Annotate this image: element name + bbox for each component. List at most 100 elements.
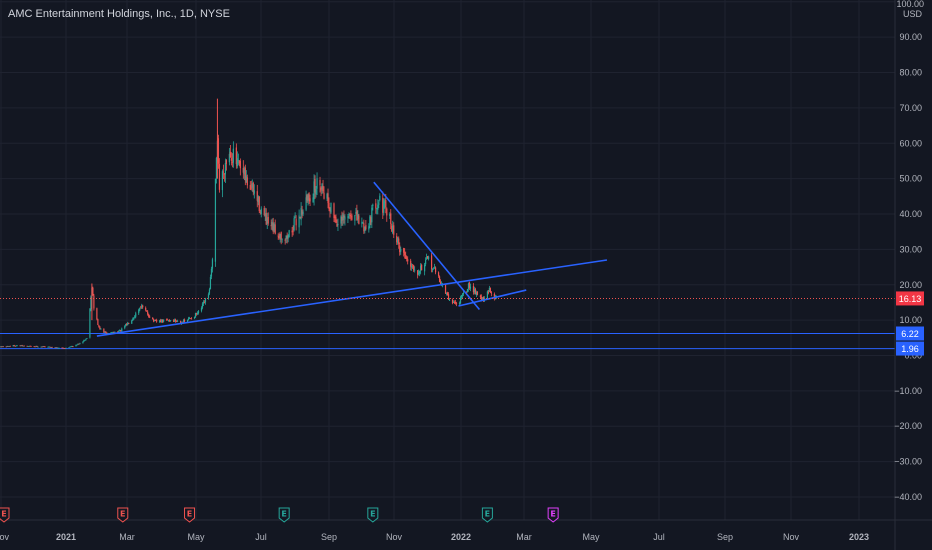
candle-body (175, 321, 178, 323)
candle-body (125, 323, 127, 327)
earnings-marker[interactable]: E (547, 507, 559, 523)
candle-body (128, 322, 130, 324)
candle-body (149, 316, 151, 318)
candle-body (333, 203, 335, 219)
candle-body (392, 225, 394, 234)
candle-body (23, 345, 25, 347)
candle-body (211, 259, 214, 269)
candle-body (142, 305, 144, 308)
candle-body (447, 294, 450, 300)
candle-body (152, 317, 154, 320)
candle-body (162, 319, 164, 322)
candle-body (15, 345, 17, 347)
candle-body (434, 267, 437, 273)
candle-body (329, 208, 331, 212)
time-tick-label: Mar (119, 532, 135, 542)
time-tick-label: Nov (0, 532, 9, 542)
time-tick-label: Sep (321, 532, 337, 542)
earnings-marker-label: E (370, 510, 375, 519)
candle-body (340, 216, 342, 224)
candle-body (375, 203, 377, 209)
candle-body (62, 347, 64, 349)
candle-body (466, 289, 469, 293)
time-axis[interactable]: Nov 2021 Mar May Jul Sep Nov 2022 Mar May Jul Sep No… (0, 532, 869, 542)
level-badge: 6.22 (896, 326, 924, 341)
candle-body (351, 215, 353, 220)
candle-body (154, 320, 156, 322)
candle-body (350, 216, 352, 218)
candle-body (14, 346, 16, 347)
candle-body (309, 198, 311, 202)
candle-body (98, 325, 100, 327)
candle-body (100, 328, 102, 330)
candle-body (323, 192, 325, 199)
earnings-marker[interactable]: E (278, 507, 290, 523)
candle-body (357, 214, 359, 220)
candle-body (370, 217, 372, 223)
earnings-marker[interactable]: E (481, 507, 493, 523)
candle-body (183, 319, 186, 322)
candle-body (9, 345, 11, 347)
candle-body (148, 314, 150, 317)
candle-body (5, 346, 7, 348)
candle-body (306, 195, 308, 201)
candle-body (22, 345, 24, 347)
candle-body (70, 346, 72, 348)
candle-body (222, 171, 224, 173)
earnings-marker-shape (117, 507, 129, 523)
earnings-marker-label: E (1, 510, 6, 519)
candle-body (210, 268, 213, 277)
candle-body (55, 347, 57, 349)
earnings-marker[interactable]: E (117, 507, 129, 523)
candle-body (188, 318, 191, 320)
candle-body (104, 331, 106, 333)
candle-body (348, 214, 350, 215)
earnings-marker-shape (0, 507, 10, 523)
candle-body (161, 319, 163, 322)
earnings-marker-label: E (187, 510, 192, 519)
candle-body (75, 344, 77, 347)
candle-body (354, 215, 356, 221)
candle-body (196, 313, 199, 314)
candle-body (133, 317, 135, 320)
candle-body (342, 214, 344, 221)
candle-body (371, 207, 373, 223)
candle-body (384, 201, 386, 203)
candle-body (448, 300, 451, 302)
candle-body (223, 173, 225, 175)
candle-body (201, 303, 204, 308)
price-tick-label: 70.00 (899, 103, 922, 113)
price-axis[interactable]: −40.00−30.00−20.00−10.000.0010.0020.0030… (894, 0, 924, 502)
candle-body (493, 293, 495, 300)
candle-body (44, 346, 46, 348)
price-tick-label: 90.00 (899, 32, 922, 42)
price-tick-label: 60.00 (899, 138, 922, 148)
candle-body (147, 311, 149, 315)
candle-body (404, 252, 406, 256)
candle-body (486, 291, 488, 299)
level-badge-text: 6.22 (901, 329, 919, 339)
candle-body (0, 346, 1, 348)
price-axis-unit: USD (903, 9, 923, 19)
price-badges: 16.13 6.22 1.96 (896, 291, 924, 356)
price-tick-label: −10.00 (894, 386, 922, 396)
earnings-marker-label: E (550, 510, 555, 519)
candle-body (320, 187, 322, 191)
earnings-marker[interactable]: E (367, 507, 379, 523)
earnings-marker[interactable]: E (184, 507, 196, 523)
candle-body (259, 211, 261, 213)
last-price-badge-text: 16.13 (899, 294, 922, 304)
candle-body (379, 195, 381, 201)
earnings-marker[interactable]: E (0, 507, 10, 523)
candle-body (229, 151, 231, 158)
time-tick-label: May (582, 532, 600, 542)
candle-body (258, 196, 260, 212)
candle-body (19, 345, 21, 347)
candle-body (48, 346, 50, 348)
candle-body (369, 216, 371, 229)
candle-body (461, 294, 464, 296)
time-tick-label: Jul (255, 532, 267, 542)
candle-body (251, 183, 253, 188)
